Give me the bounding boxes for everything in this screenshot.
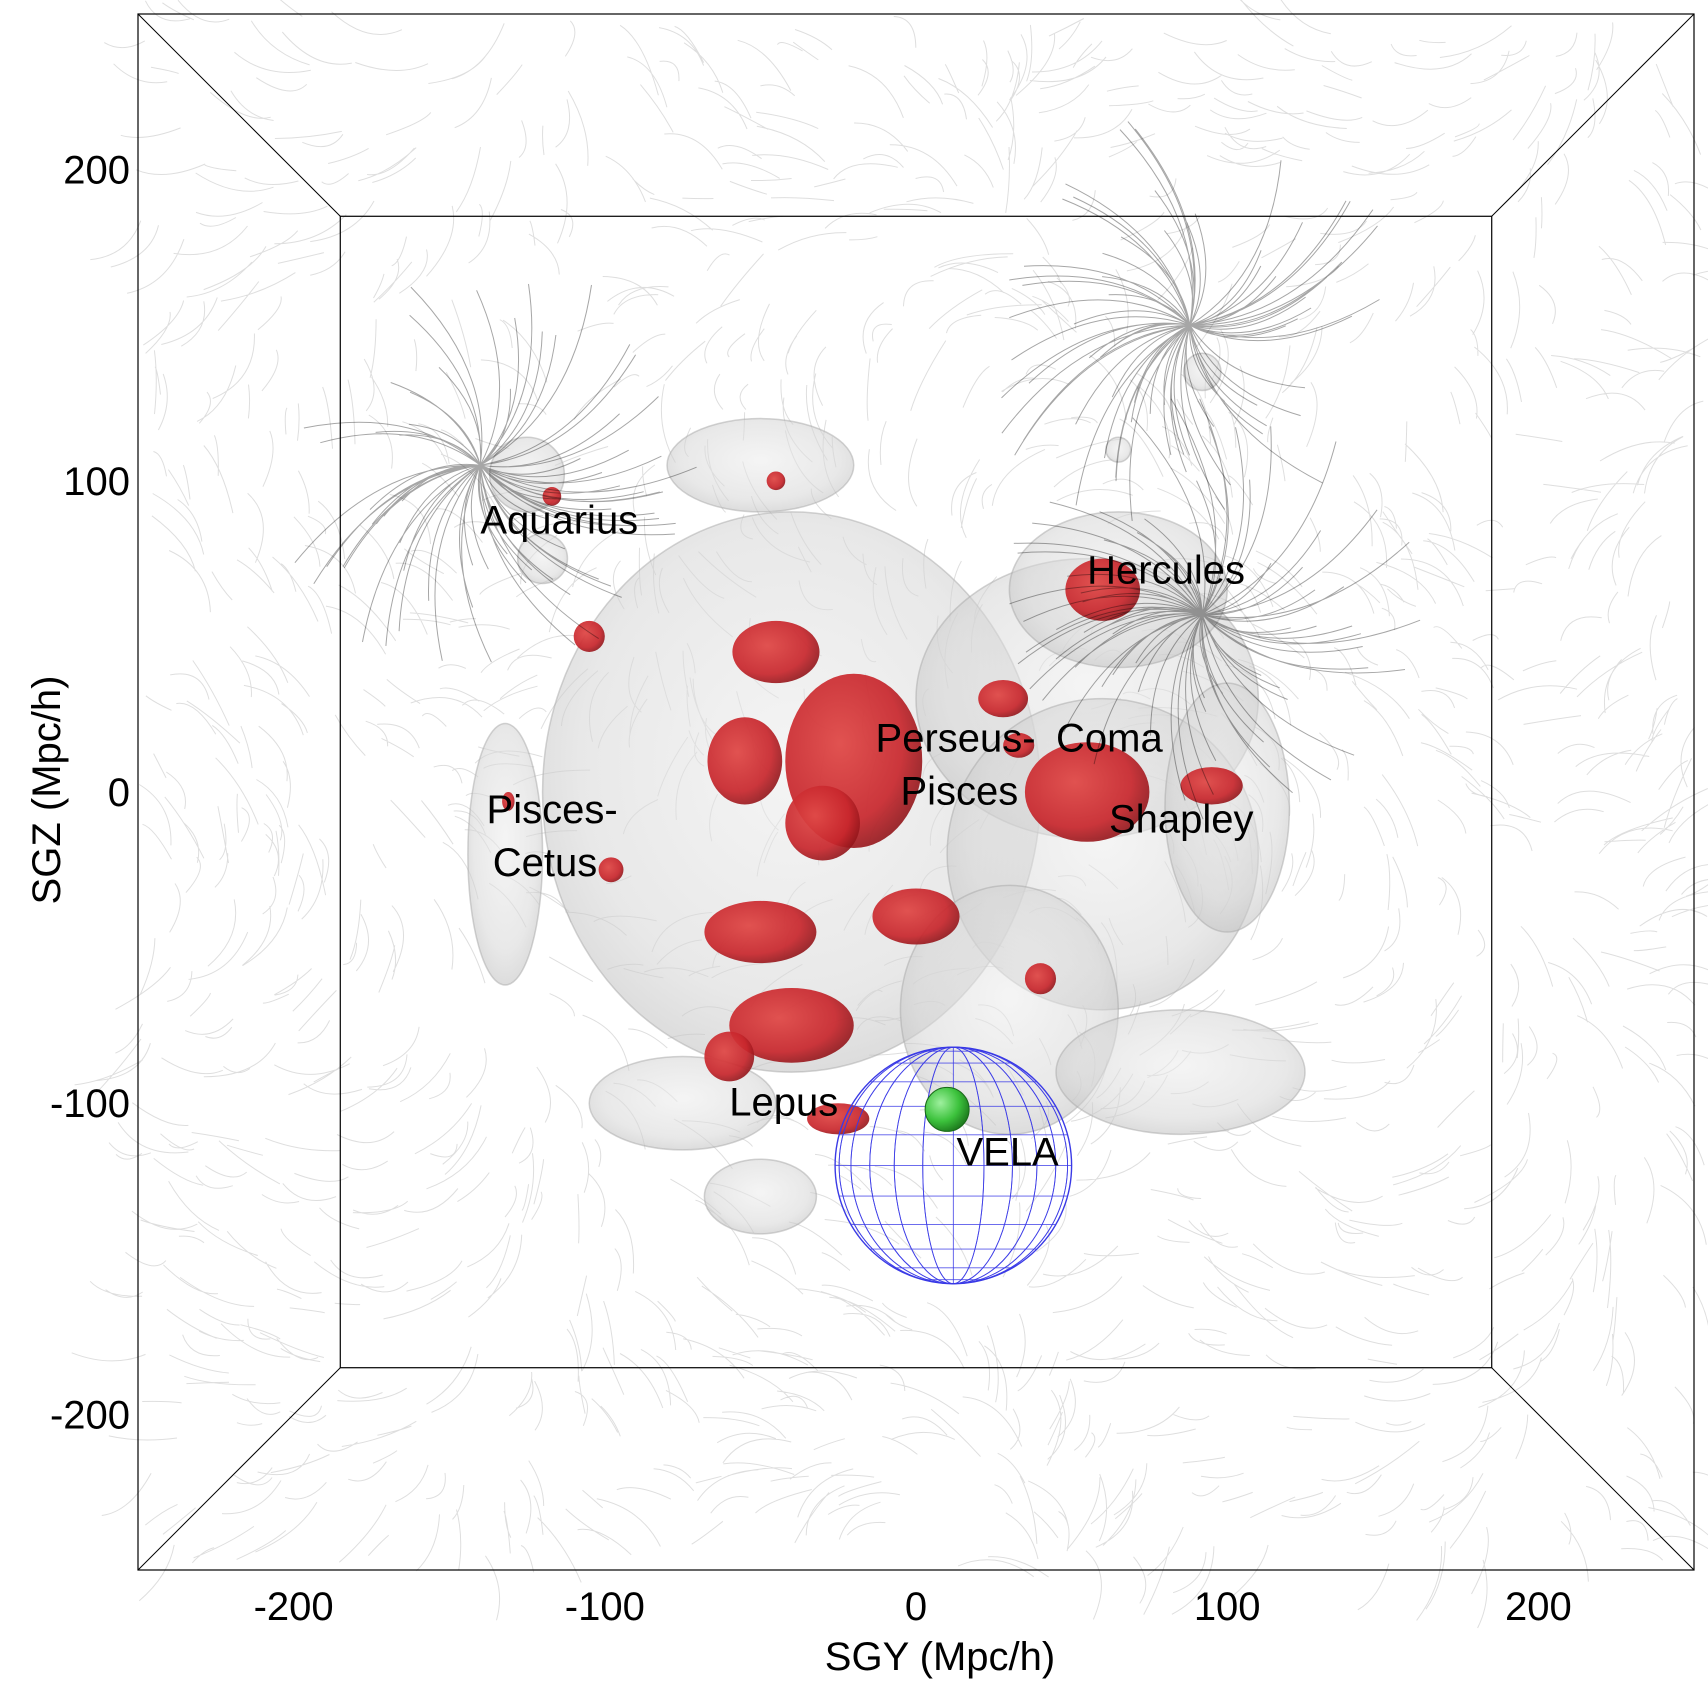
x-tick-label: 0 — [905, 1585, 927, 1629]
overdensity-outer-blob — [1105, 436, 1132, 463]
overdensity-inner-blob — [704, 1031, 755, 1082]
box-edge — [137, 1367, 341, 1571]
overdensity-outer-blob — [1164, 682, 1291, 933]
overdensity-inner-layer — [502, 471, 1243, 1135]
y-tick-label: -200 — [50, 1393, 130, 1437]
overdensity-inner-blob — [573, 620, 605, 652]
box-edge — [137, 13, 341, 217]
overdensity-inner-blob — [542, 487, 562, 506]
overdensity-inner-blob — [785, 785, 860, 861]
overdensity-outer-blob — [516, 532, 569, 585]
sphere-meridian — [838, 1046, 1069, 1285]
overdensity-outer-blob — [703, 1158, 818, 1235]
overdensity-inner-blob — [707, 717, 783, 805]
region-label: Cetus — [493, 841, 598, 885]
region-labels: Aquarius Hercules Perseus- Pisces Coma Shaple… — [480, 499, 1253, 1175]
y-axis-title: SGZ (Mpc/h) — [25, 676, 69, 905]
overdensity-inner-blob — [732, 620, 820, 684]
box-edge — [1491, 13, 1695, 217]
observer-marker — [924, 1086, 970, 1132]
box-edge — [1491, 1367, 1695, 1571]
region-label: Lepus — [729, 1081, 838, 1125]
outer-box — [137, 13, 1695, 1571]
y-tick-label: 200 — [63, 149, 130, 193]
attractor-lines-layer — [294, 121, 1421, 820]
overdensity-inner-blob — [1180, 767, 1243, 805]
x-tick-label: -100 — [565, 1585, 645, 1629]
x-tick-label: -200 — [254, 1585, 334, 1629]
overdensity-inner-blob — [502, 792, 515, 811]
observer-marker-layer — [924, 1086, 970, 1132]
attractor-flow — [1009, 398, 1421, 820]
overdensity-inner-blob — [704, 900, 817, 964]
overdensity-inner-blob — [1003, 732, 1035, 758]
y-tick-label: -100 — [50, 1082, 130, 1126]
x-tick-label: 100 — [1194, 1585, 1261, 1629]
overdensity-outer-blob — [467, 722, 544, 986]
region-label: Aquarius — [480, 499, 638, 543]
vela-sphere — [834, 1046, 1073, 1285]
overdensity-inner-blob — [766, 471, 786, 491]
region-label: Hercules — [1087, 548, 1245, 592]
x-axis: -200 -100 0 100 200 — [254, 1585, 1572, 1629]
region-label: Coma — [1056, 717, 1163, 761]
x-tick-label: 200 — [1505, 1585, 1572, 1629]
box-frame — [137, 13, 1695, 1571]
y-axis: 200 100 0 -100 -200 — [50, 149, 130, 1438]
overdensity-inner-blob — [807, 1103, 870, 1135]
attractor-flow — [1001, 121, 1380, 521]
overdensity-inner-blob — [729, 988, 854, 1063]
overdensity-inner-blob — [872, 888, 960, 945]
attractor-flow — [294, 283, 697, 663]
overdensity-inner-blob — [598, 857, 624, 883]
x-axis-title: SGY (Mpc/h) — [825, 1635, 1055, 1679]
overdensity-inner-blob — [1024, 963, 1057, 995]
overdensity-outer-blob — [1182, 352, 1222, 392]
overdensity-inner-blob — [978, 679, 1029, 718]
overdensity-inner-blob — [1065, 558, 1141, 621]
overdensity-outer-blob — [1055, 1009, 1306, 1136]
y-tick-label: 0 — [108, 771, 130, 815]
region-label: VELA — [956, 1130, 1059, 1174]
inner-box — [339, 215, 1493, 1369]
overdensity-inner-blob — [1024, 742, 1150, 842]
region-label: Pisces — [900, 769, 1018, 813]
region-label: Pisces- — [487, 788, 618, 832]
region-label: Shapley — [1109, 797, 1254, 841]
overdensity-outer-blob — [666, 417, 855, 513]
region-label: Perseus- — [876, 717, 1036, 761]
y-tick-label: 100 — [63, 460, 130, 504]
